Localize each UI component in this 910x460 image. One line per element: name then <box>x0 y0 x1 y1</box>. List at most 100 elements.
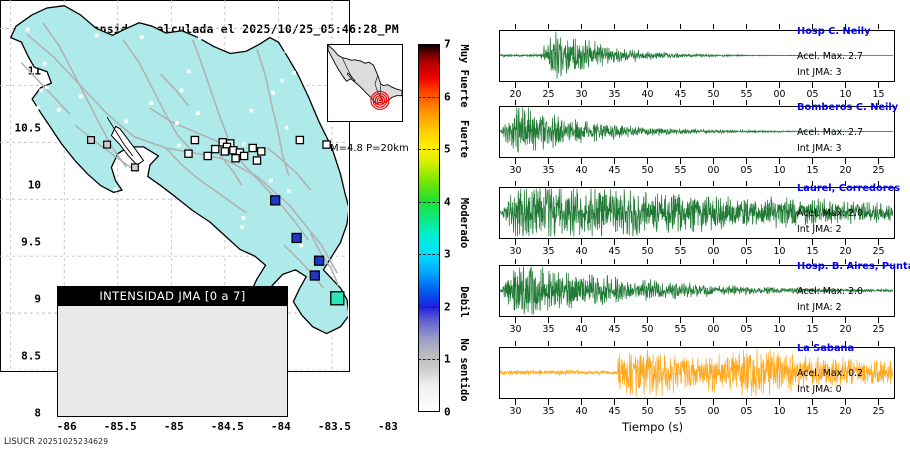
seismogram-time-tick-label: 25 <box>542 89 555 100</box>
map-station-marker[interactable] <box>270 195 281 206</box>
seismogram-time-tick-label: 30 <box>575 89 588 100</box>
seismogram-time-tick-label: 30 <box>509 246 522 257</box>
seismogram-plot[interactable] <box>499 106 895 158</box>
seismogram-plot[interactable] <box>499 265 895 317</box>
map-y-tick-label: 9 <box>34 292 41 306</box>
colorbar-tick-label: 4 <box>444 195 451 209</box>
seismogram-trace <box>500 188 893 237</box>
colorbar-tick <box>418 254 440 256</box>
map-y-tick-label: 9.5 <box>21 235 41 249</box>
seismogram-time-tick-label: 10 <box>773 324 786 335</box>
seismogram-jma-intensity: Int JMA: 2 <box>797 224 842 235</box>
map-station-marker[interactable] <box>330 291 345 306</box>
seismogram-tick-marks <box>515 399 879 405</box>
footer-credit: LISUCR 20251025234629 <box>4 437 108 447</box>
seismogram-time-tick-label: 45 <box>674 89 687 100</box>
seismogram-time-tick-label: 20 <box>839 246 852 257</box>
map-station-marker[interactable] <box>291 232 302 244</box>
seismogram-time-tick-label: 10 <box>773 246 786 257</box>
seismogram-time-tick-label: 20 <box>839 324 852 335</box>
seismogram-station-name: Laurel, Corredores <box>797 183 901 194</box>
seismogram-time-tick-label: 15 <box>806 165 819 176</box>
seismogram-time-tick-label: 40 <box>575 165 588 176</box>
seismogram-tick-marks-top <box>515 100 879 105</box>
seismogram-tick-marks <box>515 158 879 164</box>
map-y-tick-label: 10.5 <box>14 121 42 135</box>
seismogram-time-tick-label: 00 <box>707 165 720 176</box>
seismogram-time-tick-label: 40 <box>575 324 588 335</box>
seismogram-time-tick-label: 25 <box>872 406 885 417</box>
seismogram-time-tick-label: 50 <box>707 89 720 100</box>
inset-locator-map[interactable] <box>327 44 403 122</box>
map-station-marker[interactable] <box>313 255 325 266</box>
seismogram-station-name: Bomberos C. Neily <box>797 102 899 113</box>
seismogram-time-tick-label: 15 <box>806 406 819 417</box>
map-x-tick-label: -84 <box>270 420 291 433</box>
seismogram-time-tick-label: 05 <box>740 165 753 176</box>
seismogram-jma-intensity: Int JMA: 0 <box>797 384 842 395</box>
seismogram-time-tick-label: 25 <box>872 246 885 257</box>
colorbar-tick-label: 2 <box>444 300 451 314</box>
inset-graphic <box>328 45 402 110</box>
seismogram-time-tick-label: 15 <box>872 89 885 100</box>
seismogram-time-tick-label: 50 <box>641 406 654 417</box>
map-y-tick-label: 8 <box>34 406 41 420</box>
colorbar-tick <box>418 306 440 308</box>
seismogram-trace <box>500 266 893 315</box>
seismogram-time-tick-label: 35 <box>542 324 555 335</box>
legend-entry <box>64 360 281 377</box>
seismogram-time-tick-label: 25 <box>872 165 885 176</box>
map-y-tick-label: 8.5 <box>21 349 41 363</box>
map-x-tick-label: -85.5 <box>103 420 137 433</box>
map-station-marker[interactable] <box>309 270 320 281</box>
seismogram-time-tick-label: 15 <box>806 246 819 257</box>
seismogram-tick-marks <box>515 317 879 323</box>
seismogram-plot[interactable] <box>499 187 895 239</box>
colorbar-category-label: Muy Fuerte <box>458 43 470 108</box>
colorbar-tick <box>418 96 440 98</box>
colorbar-tick-label: 1 <box>444 352 451 366</box>
seismogram-time-tick-label: 10 <box>773 165 786 176</box>
seismogram-max-acceleration: Acel. Max. 2.0 <box>797 208 863 219</box>
legend-entry <box>64 310 281 327</box>
seismogram-time-tick-label: 25 <box>872 324 885 335</box>
seismogram-time-tick-label: 55 <box>674 324 687 335</box>
seismogram-time-tick-label: 30 <box>509 165 522 176</box>
seismogram-tick-marks <box>515 82 879 88</box>
seismogram-time-tick-label: 55 <box>740 89 753 100</box>
seismogram-time-tick-label: 10 <box>839 89 852 100</box>
footer-id: 20251025234629 <box>37 437 109 446</box>
colorbar-tick-label: 6 <box>444 90 451 104</box>
seismogram-time-tick-label: 40 <box>575 406 588 417</box>
legend-entry <box>64 327 281 344</box>
seismogram-time-tick-label: 45 <box>608 406 621 417</box>
seismogram-jma-intensity: Int JMA: 3 <box>797 67 842 78</box>
seismogram-time-tick-label: 35 <box>542 406 555 417</box>
seismogram-time-tick-label: 55 <box>674 406 687 417</box>
seismogram-time-tick-label: 00 <box>707 324 720 335</box>
seismogram-time-tick-label: 20 <box>509 89 522 100</box>
seismogram-max-acceleration: Acel. Max. 2.0 <box>797 286 863 297</box>
colorbar-category-label: Moderado <box>458 197 470 249</box>
seismogram-plot[interactable] <box>499 30 895 82</box>
map-x-axis: -86 -85.5 -85 -84.5 -84 -83.5 -83 <box>55 420 405 436</box>
seismogram-time-tick-label: 05 <box>740 406 753 417</box>
seismogram-max-acceleration: Acel. Max. 0.2 <box>797 368 863 379</box>
seismogram-plot[interactable] <box>499 347 895 399</box>
seismogram-tick-marks-top <box>515 24 879 29</box>
seismogram-time-tick-label: 55 <box>674 165 687 176</box>
seismogram-station-name: Hosp C. Neily <box>797 26 871 37</box>
seismogram-time-tick-label: 35 <box>608 89 621 100</box>
seismogram-time-tick-label: 40 <box>575 246 588 257</box>
seismogram-time-tick-label: 10 <box>773 406 786 417</box>
legend-entry-list <box>58 306 287 416</box>
seismogram-time-tick-label: 45 <box>608 246 621 257</box>
map-x-tick-label: -84.5 <box>210 420 244 433</box>
seismogram-time-tick-label: 45 <box>608 324 621 335</box>
seismogram-time-tick-label: 50 <box>641 165 654 176</box>
seismogram-tick-marks-top <box>515 259 879 264</box>
map-x-tick-label: -86 <box>56 420 77 433</box>
colorbar-category-label: Fuerte <box>458 119 470 158</box>
map-x-tick-label: -85 <box>163 420 184 433</box>
colorbar-tick <box>418 201 440 203</box>
